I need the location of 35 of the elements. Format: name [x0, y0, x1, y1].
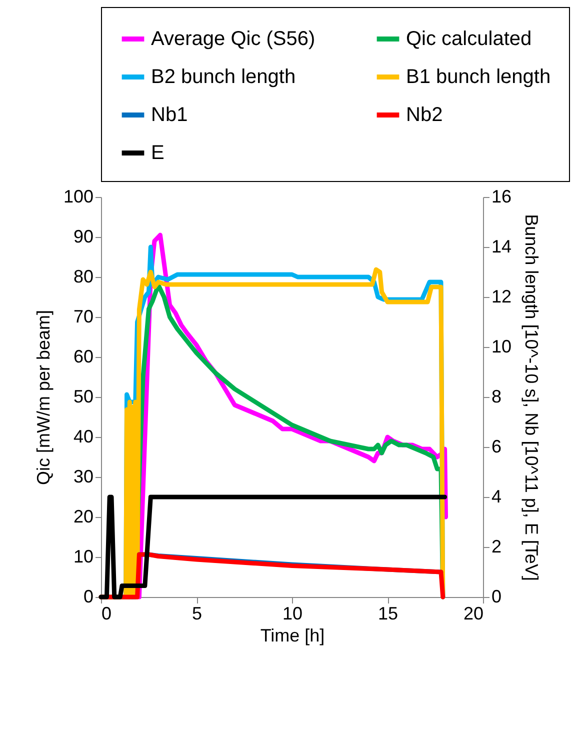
y-tick-label: 20 [73, 506, 94, 526]
y2-tick-label: 14 [492, 236, 512, 256]
legend-label: Nb2 [406, 104, 443, 126]
y-tick-label: 0 [83, 586, 94, 606]
legend-label: Nb1 [151, 104, 188, 126]
y2-tick-label: 12 [492, 286, 512, 306]
y-tick-label: 60 [73, 346, 94, 366]
y-tick-label: 10 [73, 546, 94, 566]
y2-tick-label: 0 [492, 586, 502, 606]
x-tick-label: 15 [378, 604, 398, 624]
x-axis-title: Time [h] [260, 626, 325, 646]
y2-tick-label: 8 [492, 386, 502, 406]
y2-tick-label: 16 [492, 186, 512, 206]
x-tick-label: 5 [192, 604, 202, 624]
y2-tick-label: 6 [492, 436, 502, 456]
y-tick-label: 100 [63, 186, 94, 206]
legend-label: Qic calculated [406, 28, 532, 50]
y-tick-label: 40 [73, 426, 94, 446]
x-tick-label: 0 [102, 604, 112, 624]
x-tick-label: 20 [463, 604, 484, 624]
y-tick-label: 50 [73, 386, 94, 406]
legend-label: E [151, 142, 164, 164]
y2-tick-label: 2 [492, 536, 502, 556]
legend-label: Average Qic (S56) [151, 28, 316, 50]
y2-tick-label: 4 [492, 486, 502, 506]
x-tick-label: 10 [282, 604, 303, 624]
y2-axis-title: Bunch length [10^-10 s], Nb [10^11 p], E [TeV] [522, 214, 542, 581]
legend-label: B2 bunch length [151, 66, 296, 88]
y2-tick-label: 10 [492, 336, 512, 356]
legend-label: B1 bunch length [406, 66, 551, 88]
y-axis-title: Qic [mW/m per beam] [33, 310, 54, 486]
y-tick-label: 80 [73, 266, 94, 286]
y-tick-label: 30 [73, 466, 94, 486]
y-tick-label: 70 [73, 306, 94, 326]
y-tick-label: 90 [73, 226, 94, 246]
